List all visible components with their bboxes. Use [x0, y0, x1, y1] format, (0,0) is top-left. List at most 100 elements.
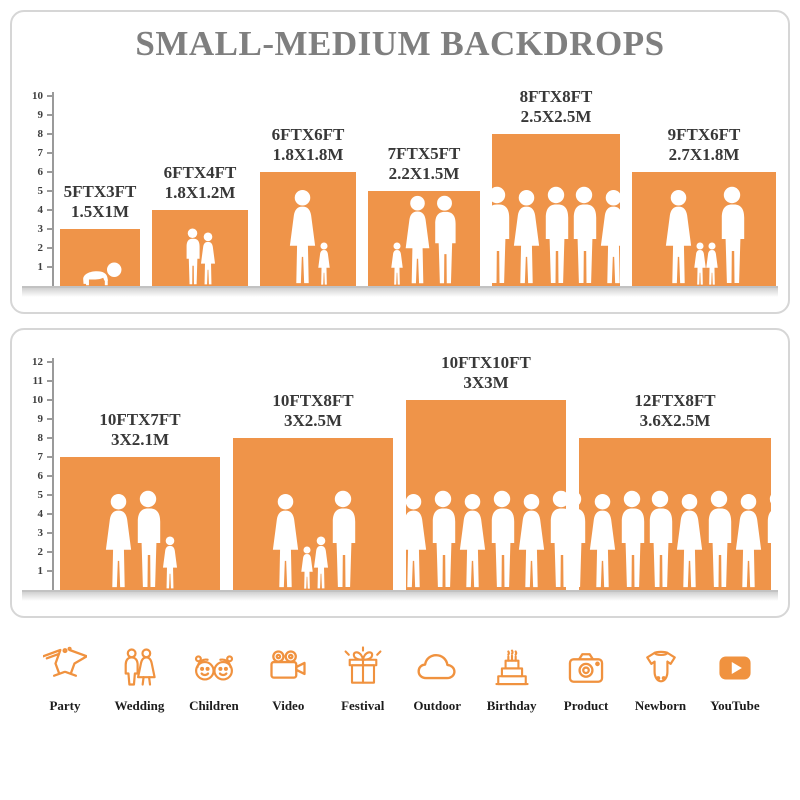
ruler-tick: 9: [26, 108, 54, 122]
ruler-tick-dash: [47, 513, 54, 515]
children-icon: [192, 646, 236, 690]
backdrop-label: 8FTX8FT 2.5X2.5M: [520, 87, 593, 128]
backdrop-size-m: 3.6X2.5M: [639, 411, 711, 431]
backdrop-size-ft: 10FTX8FT: [272, 390, 354, 410]
people-silhouettes: [632, 186, 776, 286]
ruler-tick-dash: [47, 418, 54, 420]
category-video: Video: [255, 646, 321, 714]
ruler-tick-number: 9: [37, 413, 44, 425]
people-silhouettes: [368, 195, 480, 286]
backdrop-10ftx10ft: 10FTX10FT 3X3M: [406, 353, 566, 590]
category-label: Newborn: [634, 698, 687, 713]
person-silhouette-baby: [76, 260, 125, 286]
ruler-tick-dash: [47, 456, 54, 458]
page-title: SMALL-MEDIUM BACKDROPS: [135, 24, 665, 63]
festival-icon: [341, 646, 385, 690]
ruler-tick: 6: [26, 469, 54, 483]
backdrop-label: 6FTX4FT 1.8X1.2M: [164, 163, 237, 204]
ruler-tick-dash: [47, 171, 54, 173]
person-silhouette-man: [544, 490, 567, 590]
ruler-tick-number: 3: [37, 527, 44, 539]
person-silhouette-man: [715, 186, 749, 286]
ruler-tick: 1: [26, 564, 54, 578]
backdrop-size-m: 1.8X1.8M: [272, 145, 344, 165]
ruler-tick: 1: [26, 260, 54, 274]
people-silhouettes: [579, 490, 771, 590]
ruler-tick-number: 7: [37, 451, 44, 463]
backdrop-size-m: 1.5X1M: [70, 202, 130, 222]
category-icon-row: Party Wedding Children Video Festival Outdoor…: [10, 618, 790, 714]
wedding-icon: [117, 646, 161, 690]
backdrop-6ftx6ft: 6FTX6FT 1.8X1.8M: [260, 125, 356, 286]
backdrop-rect: [579, 438, 771, 590]
outdoor-icon: [415, 646, 459, 690]
category-label: Video: [272, 698, 305, 713]
person-silhouette-man: [761, 490, 772, 590]
ruler-tick: 4: [26, 203, 54, 217]
backdrop-rect: [492, 134, 620, 286]
baseline-shadow-bottom: [22, 592, 778, 601]
category-label: YouTube: [710, 698, 760, 713]
top-size-chart: 1 2 3 4 5 6 7 8 9 10 5FTX3FT 1.5X1M 6FTX4FT 1.8X1.2M…: [22, 70, 778, 297]
backdrop-size-m: 3X2.1M: [110, 430, 170, 450]
backdrop-size-m: 2.2X1.5M: [388, 164, 460, 184]
backdrop-size-ft: 9FTX6FT: [667, 124, 741, 144]
backdrop-size-ft: 8FTX8FT: [519, 86, 593, 106]
backdrop-label: 12FTX8FT 3.6X2.5M: [634, 391, 715, 432]
people-silhouettes: [233, 490, 393, 590]
category-label: Outdoor: [413, 698, 462, 713]
ruler-tick-dash: [47, 475, 54, 477]
ruler-tick-dash: [47, 532, 54, 534]
ruler-tick: 7: [26, 450, 54, 464]
ruler-tick: 5: [26, 488, 54, 502]
medium-large-panel: 1 2 3 4 5 6 7 8 9 10 11 12 10FTX7FT 3X2.1M 10FTX8FT 3X…: [10, 328, 790, 618]
category-wedding: Wedding: [106, 646, 172, 714]
category-newborn: Newborn: [628, 646, 694, 714]
backdrop-rect: [233, 438, 393, 590]
category-product: Product: [553, 646, 619, 714]
backdrop-rect: [60, 457, 220, 590]
ruler-tick-dash: [47, 114, 54, 116]
backdrop-10ftx7ft: 10FTX7FT 3X2.1M: [60, 410, 220, 590]
backdrop-label: 5FTX3FT 1.5X1M: [64, 182, 137, 223]
backdrop-label: 10FTX8FT 3X2.5M: [272, 391, 353, 432]
bottom-size-chart: 1 2 3 4 5 6 7 8 9 10 11 12 10FTX7FT 3X2.1M 10FTX8FT 3X…: [22, 346, 778, 601]
people-silhouettes: [60, 490, 220, 590]
ruler-tick: 2: [26, 241, 54, 255]
category-youtube: YouTube: [702, 646, 768, 714]
backdrop-6ftx4ft: 6FTX4FT 1.8X1.2M: [152, 163, 248, 286]
ruler-tick: 7: [26, 146, 54, 160]
youtube-icon: [713, 646, 757, 690]
backdrop-rect: [152, 210, 248, 286]
ruler-tick-dash: [47, 437, 54, 439]
ruler-tick: 12: [26, 355, 54, 369]
backdrop-size-m: 1.8X1.2M: [164, 183, 236, 203]
backdrop-rect: [368, 191, 480, 286]
ruler-tick-number: 5: [37, 489, 44, 501]
backdrop-label: 7FTX5FT 2.2X1.5M: [388, 144, 461, 185]
backdrop-size-m: 2.7X1.8M: [668, 145, 740, 165]
ruler-tick-number: 8: [37, 432, 44, 444]
ruler-tick-dash: [47, 247, 54, 249]
backdrop-size-m: 3X2.5M: [283, 411, 343, 431]
category-children: Children: [181, 646, 247, 714]
product-icon: [564, 646, 608, 690]
backdrop-9ftx6ft: 9FTX6FT 2.7X1.8M: [632, 125, 776, 286]
people-silhouettes: [492, 186, 620, 286]
ruler-tick-number: 8: [37, 128, 44, 140]
person-silhouette-girl: [197, 232, 219, 286]
person-silhouette-man: [326, 490, 360, 590]
backdrop-label: 6FTX6FT 1.8X1.8M: [272, 125, 345, 166]
ruler-tick-number: 4: [37, 508, 44, 520]
newborn-icon: [639, 646, 683, 690]
ruler-tick-dash: [47, 551, 54, 553]
person-silhouette-man: [429, 195, 460, 286]
ruler-tick: 3: [26, 222, 54, 236]
category-label: Product: [563, 698, 609, 713]
ruler-tick: 5: [26, 184, 54, 198]
people-silhouettes: [60, 260, 140, 286]
category-label: Children: [189, 698, 239, 713]
ruler-tick: 8: [26, 431, 54, 445]
ruler-tick-dash: [47, 399, 54, 401]
